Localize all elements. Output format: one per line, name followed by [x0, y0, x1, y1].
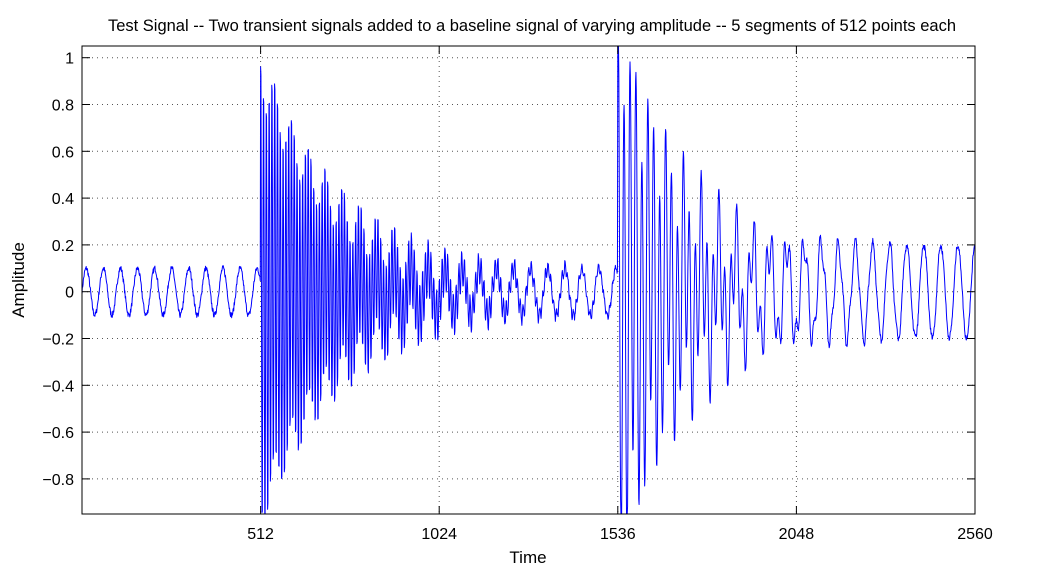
- x-tick-label: 2048: [779, 526, 815, 543]
- plot-frame: [81, 45, 976, 515]
- x-axis-label: Time: [509, 548, 546, 567]
- y-tick-label: −0.6: [42, 425, 74, 442]
- grid-layer: [82, 46, 975, 514]
- x-tick-label: 2560: [957, 526, 993, 543]
- signal-series-line: [81, 45, 976, 515]
- y-tick-label: −0.8: [42, 472, 74, 489]
- tick-layer: 512 1024 1536 2048 2560 1 0.8 0.6 0.4 0.2 0 −0.2 −0.…: [42, 46, 993, 543]
- y-tick-label: 1: [65, 51, 74, 68]
- y-tick-label: 0.6: [52, 144, 74, 161]
- x-tick-label: 512: [247, 526, 274, 543]
- y-tick-label: 0.8: [52, 98, 74, 115]
- y-axis-label: Amplitude: [9, 242, 28, 318]
- y-tick-label: −0.2: [42, 332, 74, 349]
- y-tick-label: 0: [65, 285, 74, 302]
- y-tick-label: −0.4: [42, 378, 74, 395]
- series-layer: [81, 45, 976, 515]
- x-tick-label: 1024: [421, 526, 457, 543]
- y-tick-label: 0.4: [52, 191, 74, 208]
- chart-title: Test Signal -- Two transient signals add…: [108, 17, 956, 35]
- x-tick-label: 1536: [600, 526, 636, 543]
- y-tick-label: 0.2: [52, 238, 74, 255]
